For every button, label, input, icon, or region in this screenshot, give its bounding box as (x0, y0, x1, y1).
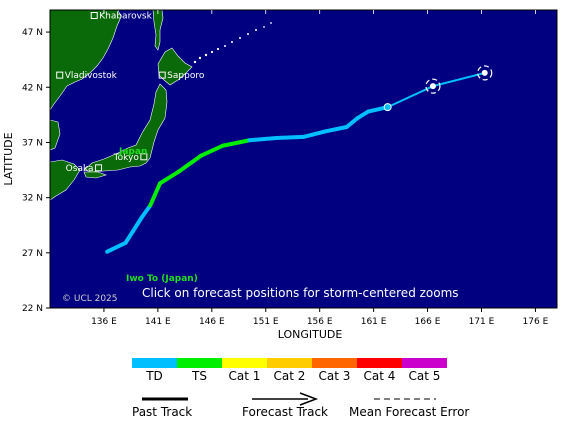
past-track-segment (139, 203, 153, 220)
y-axis-title: LATITUDE (2, 132, 15, 185)
x-tick-label: 151 E (253, 317, 279, 327)
x-tick-label: 141 E (145, 317, 171, 327)
city-label: Tokyo (113, 153, 140, 163)
forecast-position-marker[interactable] (481, 69, 488, 76)
city-label: Khabarovsk (99, 12, 152, 22)
latitude-ticks: 22 N 27 N 32 N 37 N 42 N 47 N (22, 28, 50, 314)
past-track (105, 105, 390, 254)
category-legend: TD TS Cat 1 Cat 2 Cat 3 Cat 4 Cat 5 (132, 358, 447, 383)
forecast-track-label: Forecast Track (242, 405, 328, 419)
y-tick-label: 47 N (22, 28, 43, 38)
honshu-island (83, 83, 168, 173)
city-marker-icon (90, 12, 98, 20)
y-tick-label: 32 N (22, 194, 43, 204)
kuril-islands (193, 22, 272, 64)
current-position-marker[interactable] (383, 103, 392, 112)
forecast-track (387, 71, 485, 109)
category-swatch (177, 358, 222, 368)
forecast-position-marker[interactable] (429, 83, 436, 90)
korea-peninsula (50, 119, 61, 151)
category-label: TD (145, 369, 163, 383)
city-marker-icon (56, 71, 64, 79)
city-marker-icon (140, 153, 148, 161)
category-swatch (267, 358, 312, 368)
category-swatch (222, 358, 267, 368)
category-label: Cat 3 (319, 369, 351, 383)
x-tick-label: 146 E (199, 317, 225, 327)
category-swatch (312, 358, 357, 368)
city-label: Vladivostok (65, 71, 118, 81)
y-tick-label: 22 N (22, 304, 43, 314)
past-track-segment (105, 240, 128, 254)
longitude-ticks: 136 E 141 E 146 E 151 E 156 E 161 E 166 E 171 E… (91, 10, 549, 327)
forecast-track-segment (432, 71, 485, 88)
y-tick-label: 42 N (22, 83, 43, 93)
copyright-label: © UCL 2025 (62, 294, 118, 304)
asia-mainland (50, 10, 122, 111)
past-track-label: Past Track (132, 405, 192, 419)
x-tick-label: 166 E (415, 317, 441, 327)
forecast-zoom-note: Click on forecast positions for storm-ce… (142, 286, 459, 300)
past-track-segment (220, 138, 252, 148)
city-marker-icon (158, 71, 166, 79)
category-label: Cat 5 (409, 369, 441, 383)
x-tick-label: 176 E (523, 317, 549, 327)
category-swatch (132, 358, 177, 368)
x-axis-title: LONGITUDE (278, 328, 343, 341)
past-track-segment (123, 215, 144, 245)
land-masses (50, 10, 272, 201)
past-track-segment (301, 129, 328, 139)
y-tick-label: 27 N (22, 249, 43, 259)
past-track-segment (199, 143, 225, 158)
island-label: Iwo To (Japan) (126, 274, 198, 284)
category-label: Cat 4 (364, 369, 396, 383)
forecast-positions[interactable] (383, 65, 493, 112)
past-track-segment (177, 153, 204, 174)
mean-error-label: Mean Forecast Error (349, 405, 469, 419)
past-track-segment (355, 109, 371, 121)
hokkaido-island (157, 47, 193, 86)
category-label: Cat 1 (229, 369, 261, 383)
past-track-segment (148, 181, 163, 208)
city-marker-icon (95, 164, 103, 172)
past-track-segment (274, 134, 306, 141)
past-track-segment (344, 116, 360, 129)
category-swatch (357, 358, 402, 368)
city-markers: Khabarovsk Vladivostok Sapporo Tokyo Osaka (56, 12, 205, 174)
forecast-error-circle (425, 78, 441, 94)
x-tick-label: 171 E (469, 317, 495, 327)
category-swatch (402, 358, 447, 368)
past-track-segment (323, 124, 349, 134)
kyushu-island (50, 159, 81, 201)
arrow-icon (299, 392, 319, 406)
past-track-segment (158, 169, 182, 186)
country-label: Japan (118, 147, 147, 157)
x-tick-label: 161 E (361, 317, 387, 327)
y-tick-label: 37 N (22, 138, 43, 148)
forecast-track-segment (387, 85, 434, 109)
category-label: TS (191, 369, 207, 383)
forecast-error-circle (477, 65, 493, 81)
past-track-segment (247, 136, 279, 143)
x-tick-label: 136 E (91, 317, 117, 327)
line-legend: Past Track Forecast Track Mean Forecast … (132, 392, 469, 419)
category-label: Cat 2 (274, 369, 306, 383)
plot-border (49, 9, 558, 309)
x-tick-label: 156 E (307, 317, 333, 327)
city-label: Osaka (66, 164, 94, 174)
shikoku-island (83, 171, 107, 179)
city-label: Sapporo (167, 71, 205, 81)
sakhalin-island (152, 10, 164, 51)
